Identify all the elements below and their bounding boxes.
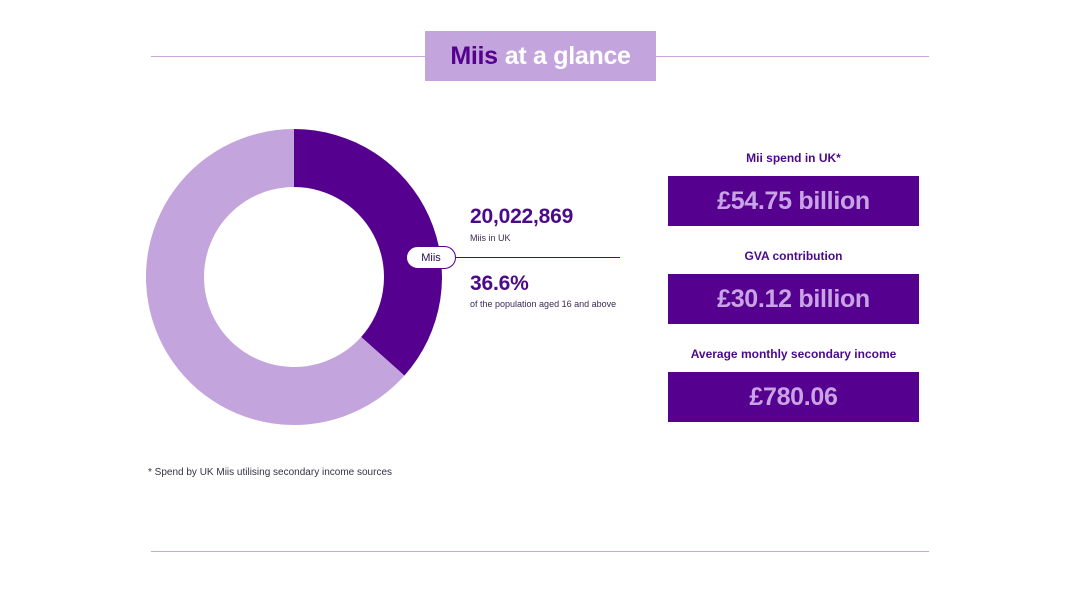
donut-slice-rest-of-population [146,129,405,425]
gva-label: GVA contribution [744,249,843,263]
bottom-divider [151,551,929,552]
title-highlight: Miis [450,41,498,70]
population-share-label: of the population aged 16 and above [470,299,617,309]
population-share-value: 36.6% [470,272,529,295]
footnote: * Spend by UK Miis utilising secondary i… [148,467,392,478]
donut-slice-miis [294,129,442,376]
spend-label: Mii spend in UK* [746,151,841,165]
income-label: Average monthly secondary income [690,347,897,361]
mii-count-value: 20,022,869 [470,205,574,228]
mii-count-label: Miis in UK [470,233,511,243]
spend-value: £54.75 billion [668,176,919,226]
page-title: Miis at a glance [425,31,656,81]
callout-connector [430,257,620,258]
gva-value: £30.12 billion [668,274,919,324]
title-rest: at a glance [504,41,631,70]
donut-segment-label: Miis [406,246,456,269]
income-value: £780.06 [668,372,919,422]
